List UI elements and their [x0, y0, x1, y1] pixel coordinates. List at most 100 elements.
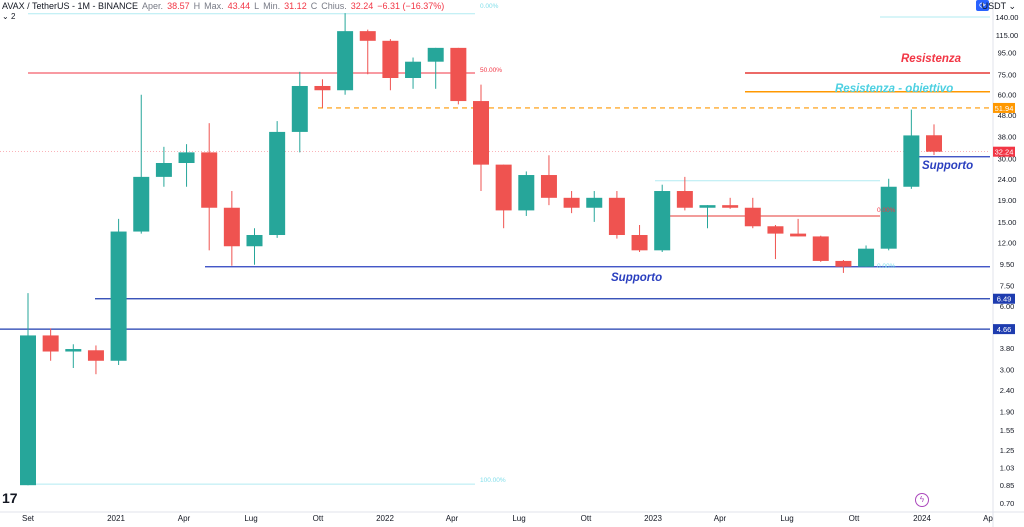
close-word: Chius. [321, 1, 347, 11]
y-tick-label: 0.85 [1000, 481, 1015, 490]
candle-body [201, 152, 218, 208]
objective-annotation: Resistenza - obiettivo [835, 83, 953, 95]
candle-body [586, 197, 603, 208]
candle-body [722, 205, 739, 208]
open-value: 38.57 [167, 1, 190, 11]
open-label: Aper. [142, 1, 164, 11]
y-tick-label: 2.40 [1000, 386, 1015, 395]
x-tick-label: 2021 [107, 514, 125, 523]
candle-body [812, 236, 829, 261]
price-tag [993, 293, 1015, 304]
chart-header: AVAX / TetherUS - 1M - BINANCE Aper. 38.… [2, 1, 444, 11]
y-tick-label: 15.00 [998, 218, 1017, 227]
y-tick-label: 19.00 [998, 196, 1017, 205]
x-tick-label: Ott [849, 514, 860, 523]
candle-body [20, 335, 36, 486]
candle-body [608, 197, 625, 236]
candle-body [880, 186, 897, 249]
candle-body [767, 226, 784, 234]
y-tick-label: 140.00 [996, 13, 1019, 22]
fib-percent-label: 0.00% [877, 263, 896, 270]
candle-body [337, 31, 354, 91]
fib-percent-label: 0.00% [480, 3, 499, 10]
y-tick-label: 3.00 [1000, 366, 1015, 375]
x-tick-label: 2022 [376, 514, 394, 523]
x-tick-label: Lug [512, 514, 525, 523]
price-tag-label: 51.94 [995, 104, 1014, 113]
candle-body [744, 207, 761, 227]
x-tick-label: Apr [178, 514, 191, 523]
y-tick-label: 7.50 [1000, 281, 1015, 290]
candle-body [858, 248, 875, 267]
x-tick-label: Ap [983, 514, 993, 523]
candle-body [65, 349, 82, 352]
candle-body [269, 131, 286, 236]
candle-body [699, 205, 716, 208]
x-tick-label: 2024 [913, 514, 931, 523]
candle-body [246, 235, 263, 247]
candle-body [178, 152, 195, 164]
y-tick-label: 60.00 [998, 91, 1017, 100]
price-tag [993, 146, 1015, 157]
low-word: Min. [263, 1, 281, 11]
y-tick-label: 115.00 [996, 31, 1018, 40]
candle-body [518, 175, 535, 211]
x-tick-label: 2023 [644, 514, 662, 523]
candle-body [790, 233, 807, 237]
price-tag [993, 102, 1015, 113]
candle-body [382, 40, 399, 78]
sync-icon[interactable]: ⟳ [976, 0, 989, 11]
x-tick-label: Apr [446, 514, 459, 523]
chevron-down-icon: ⌄ [2, 12, 9, 21]
candle-body [473, 101, 489, 165]
change-value: −6.31 (−16.37%) [377, 1, 445, 11]
candle-body [450, 47, 467, 102]
candle-body [314, 85, 331, 91]
y-tick-label: 75.00 [998, 70, 1017, 79]
currency-selector[interactable]: USDT ⌄ [982, 1, 1016, 12]
candle-body [563, 197, 580, 208]
candle-body [223, 207, 240, 247]
candle-body [110, 231, 127, 361]
fib-percent-label: 0.00% [877, 207, 896, 214]
candle-body [291, 85, 308, 132]
y-tick-label: 95.00 [998, 49, 1017, 58]
candle-body [903, 135, 920, 187]
indicator-count: 2 [10, 12, 16, 21]
y-tick-label: 0.70 [1000, 499, 1015, 508]
fib-percent-label: 100.00% [480, 477, 506, 484]
lightning-icon[interactable]: ϟ [915, 493, 929, 507]
fib-percent-label: 50.00% [480, 67, 502, 74]
price-tag [993, 324, 1015, 335]
y-tick-label: 1.90 [1000, 407, 1015, 416]
candle-body [359, 31, 376, 41]
candle-body [133, 176, 150, 232]
y-tick-label: 30.00 [998, 154, 1017, 163]
x-tick-label: Ott [581, 514, 592, 523]
currency-label: USDT [981, 1, 1006, 11]
x-tick-label: Ott [313, 514, 324, 523]
candle-body [427, 47, 444, 62]
candle-body [405, 61, 422, 78]
candle-body [835, 260, 852, 267]
candle-body [676, 191, 693, 208]
x-tick-label: Lug [780, 514, 793, 523]
y-tick-label: 1.25 [1000, 446, 1015, 455]
x-tick-label: Set [22, 514, 35, 523]
close-value: 32.24 [350, 1, 374, 11]
y-tick-label: 12.00 [998, 238, 1017, 247]
tradingview-logo-icon[interactable]: 17 [2, 490, 18, 506]
candle-body [631, 235, 648, 251]
candle-body [155, 163, 172, 177]
y-tick-label: 6.00 [1000, 302, 1015, 311]
candle-body [42, 335, 59, 352]
support-annotation-low: Supporto [611, 272, 662, 284]
price-tag-label: 32.24 [995, 148, 1014, 157]
x-tick-label: Apr [714, 514, 727, 523]
y-tick-label: 1.03 [1000, 464, 1015, 473]
symbol-title[interactable]: AVAX / TetherUS - 1M - BINANCE [2, 1, 139, 11]
price-tag-label: 4.66 [997, 325, 1012, 334]
indicators-toggle[interactable]: ⌄ 2 [2, 12, 15, 21]
high-value: 43.44 [227, 1, 251, 11]
